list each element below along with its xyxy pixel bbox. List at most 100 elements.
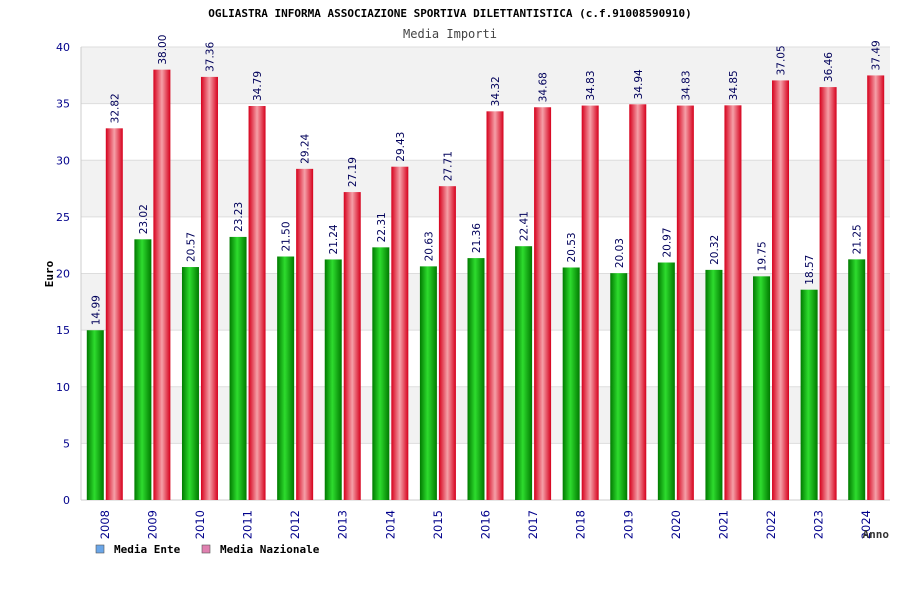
x-tick-label: 2024 (859, 510, 873, 539)
data-label: 20.03 (614, 238, 626, 268)
bar (296, 168, 314, 500)
x-axis-ticks: 2008 2009 2010 2011 2012 2013 2014 2015 2016 2017… (98, 510, 873, 539)
bar (105, 128, 123, 500)
x-tick-label: 2023 (812, 510, 826, 539)
data-label: 32.82 (109, 93, 121, 123)
data-label: 20.63 (423, 231, 435, 261)
bar (153, 69, 171, 501)
data-label: 34.68 (538, 72, 550, 102)
data-label: 37.49 (871, 40, 883, 70)
data-label: 37.36 (204, 42, 216, 72)
y-tick-label: 30 (56, 154, 70, 167)
x-tick-label: 2017 (526, 510, 540, 539)
x-tick-label: 2011 (241, 510, 255, 539)
x-tick-label: 2020 (669, 510, 683, 539)
data-label: 37.05 (776, 45, 788, 75)
data-label: 36.46 (823, 52, 835, 82)
bar (562, 267, 580, 500)
bar (86, 330, 104, 500)
data-label: 20.53 (566, 232, 578, 262)
bar (372, 247, 390, 500)
x-tick-label: 2019 (621, 510, 635, 539)
bar (848, 259, 866, 500)
x-tick-label: 2021 (716, 510, 730, 539)
data-label: 21.25 (852, 224, 864, 254)
legend-label: Media Nazionale (220, 543, 320, 556)
data-label: 34.83 (680, 70, 692, 100)
bar (581, 105, 599, 501)
data-label: 29.43 (395, 132, 407, 162)
data-label: 20.32 (709, 235, 721, 265)
bar (200, 76, 218, 500)
data-label: 23.23 (233, 202, 245, 232)
y-tick-label: 0 (63, 494, 70, 507)
data-label: 20.97 (661, 227, 673, 257)
data-label: 38.00 (157, 35, 169, 65)
data-label: 34.85 (728, 70, 740, 100)
legend-label: Media Ente (114, 543, 181, 556)
bar (610, 273, 628, 500)
legend-swatch (95, 544, 105, 554)
bar (534, 107, 552, 501)
bar (705, 269, 723, 500)
x-tick-label: 2010 (193, 510, 207, 539)
y-tick-label: 25 (56, 211, 70, 224)
bar (391, 166, 409, 500)
bar (229, 236, 247, 500)
legend: Media Ente Media Nazionale (95, 543, 320, 556)
x-tick-label: 2013 (336, 510, 350, 539)
data-label: 27.71 (442, 151, 454, 181)
bar (248, 106, 266, 501)
data-label: 21.36 (471, 223, 483, 253)
y-tick-label: 10 (56, 381, 70, 394)
bar (134, 239, 152, 500)
data-label: 22.41 (519, 211, 531, 241)
y-axis-label: Euro (43, 260, 56, 287)
y-tick-label: 35 (56, 98, 70, 111)
x-tick-label: 2016 (479, 510, 493, 539)
bar (343, 192, 361, 501)
data-label: 34.94 (633, 69, 645, 99)
bars: 14.99 32.82 23.02 38.00 20.57 37.36 23.23 34.79… (86, 35, 885, 501)
x-tick-label: 2018 (574, 510, 588, 539)
bar (657, 262, 675, 500)
y-tick-label: 15 (56, 324, 70, 337)
x-tick-label: 2008 (98, 510, 112, 539)
bar (676, 105, 694, 501)
chart-title: OGLIASTRA INFORMA ASSOCIAZIONE SPORTIVA … (208, 7, 691, 20)
bar (772, 80, 790, 500)
legend-swatch (201, 544, 211, 554)
data-label: 19.75 (757, 241, 769, 271)
bar (181, 267, 199, 500)
data-label: 34.83 (585, 70, 597, 100)
bar (819, 87, 837, 500)
bar (753, 276, 771, 500)
x-axis-label: Anno (863, 528, 890, 541)
data-label: 21.24 (328, 224, 340, 254)
data-label: 20.57 (185, 232, 197, 262)
x-tick-label: 2015 (431, 510, 445, 539)
x-tick-label: 2012 (288, 510, 302, 539)
data-label: 34.32 (490, 76, 502, 106)
y-tick-label: 5 (63, 437, 70, 450)
y-axis-ticks: 0 5 10 15 20 25 30 35 40 (56, 41, 70, 507)
bar (629, 104, 647, 500)
bar (800, 289, 818, 500)
bar (724, 105, 742, 500)
bar (438, 186, 456, 500)
bar (515, 246, 533, 500)
bar (419, 266, 437, 500)
data-label: 27.19 (347, 157, 359, 187)
bar (277, 256, 295, 500)
y-tick-label: 20 (56, 268, 70, 281)
data-label: 22.31 (376, 212, 388, 242)
data-label: 18.57 (804, 255, 816, 285)
data-label: 14.99 (90, 295, 102, 325)
data-label: 21.50 (281, 221, 293, 251)
data-label: 29.24 (300, 133, 312, 163)
bar (467, 258, 485, 500)
bar (486, 111, 504, 501)
data-label: 23.02 (138, 204, 150, 234)
bar (867, 75, 885, 500)
